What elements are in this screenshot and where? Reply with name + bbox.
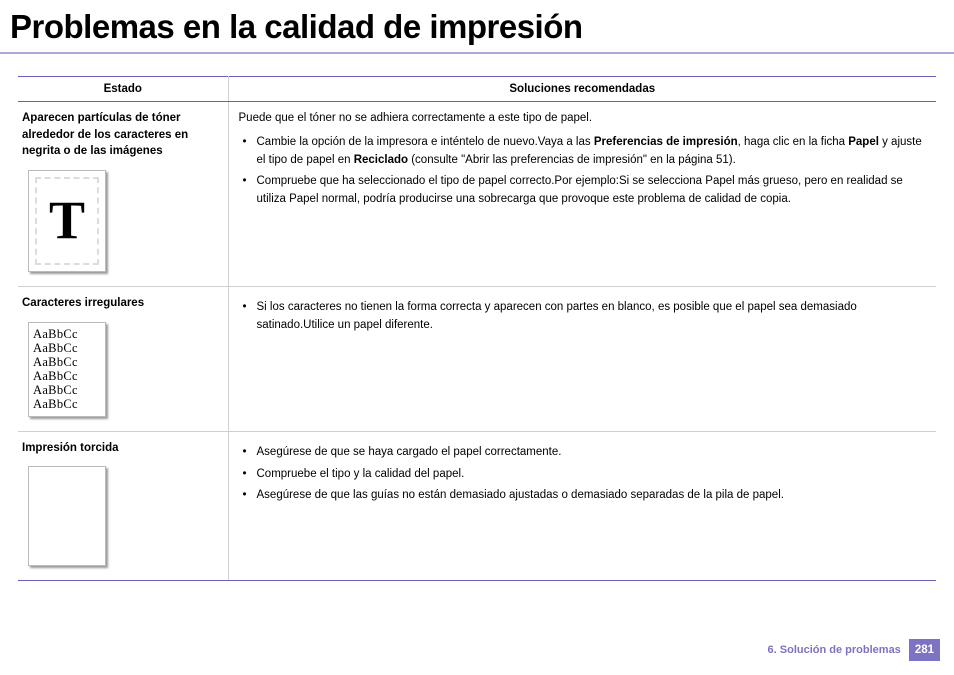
- col-header-soluciones: Soluciones recomendadas: [228, 77, 936, 102]
- content-table: Estado Soluciones recomendadas Aparecen …: [0, 54, 954, 581]
- bullet-item: Asegúrese de que se haya cargado el pape…: [243, 444, 931, 462]
- text-strong: Reciclado: [354, 154, 408, 166]
- text-strong: Papel: [848, 136, 879, 148]
- sample-line: AaBbCc: [33, 383, 101, 397]
- bullet-item: Si los caracteres no tienen la forma cor…: [243, 299, 931, 335]
- sample-line: AaBbCc: [33, 369, 101, 383]
- bullet-item: Compruebe que ha seleccionado el tipo de…: [243, 173, 931, 209]
- footer-section: 6. Solución de problemas: [768, 644, 901, 656]
- bullet-item: Asegúrese de que las guías no están dema…: [243, 487, 931, 505]
- figure-irregular-chars: AaBbCc AaBbCc AaBbCc AaBbCc AaBbCc AaBbC…: [28, 322, 106, 417]
- bullet-item: Compruebe el tipo y la calidad del papel…: [243, 466, 931, 484]
- intro-text: Puede que el tóner no se adhiera correct…: [239, 110, 931, 128]
- bullet-item: Cambie la opción de la impresora e intén…: [243, 134, 931, 170]
- sample-line: AaBbCc: [33, 327, 101, 341]
- text-span: Cambie la opción de la impresora e intén…: [257, 136, 594, 148]
- estado-title: Caracteres irregulares: [22, 295, 218, 312]
- text-strong: Preferencias de impresión: [594, 136, 738, 148]
- estado-title: Aparecen partículas de tóner alrededor d…: [22, 110, 218, 160]
- page-number-badge: 281: [909, 639, 940, 661]
- table-row: Impresión torcida Asegúrese de que se ha…: [18, 431, 936, 581]
- col-header-estado: Estado: [18, 77, 228, 102]
- table-row: Caracteres irregulares AaBbCc AaBbCc AaB…: [18, 287, 936, 432]
- table-row: Aparecen partículas de tóner alrededor d…: [18, 102, 936, 287]
- page-title: Problemas en la calidad de impresión: [0, 0, 954, 54]
- page-footer: 6. Solución de problemas 281: [768, 639, 940, 661]
- figure-letter: T: [49, 179, 85, 263]
- figure-toner-particles: T: [28, 170, 106, 272]
- sample-line: AaBbCc: [33, 397, 101, 411]
- text-span: (consulte "Abrir las preferencias de imp…: [408, 154, 736, 166]
- estado-title: Impresión torcida: [22, 440, 218, 457]
- sample-line: AaBbCc: [33, 341, 101, 355]
- sample-line: AaBbCc: [33, 355, 101, 369]
- text-span: , haga clic en la ficha: [738, 136, 849, 148]
- figure-skewed-print: [28, 466, 106, 566]
